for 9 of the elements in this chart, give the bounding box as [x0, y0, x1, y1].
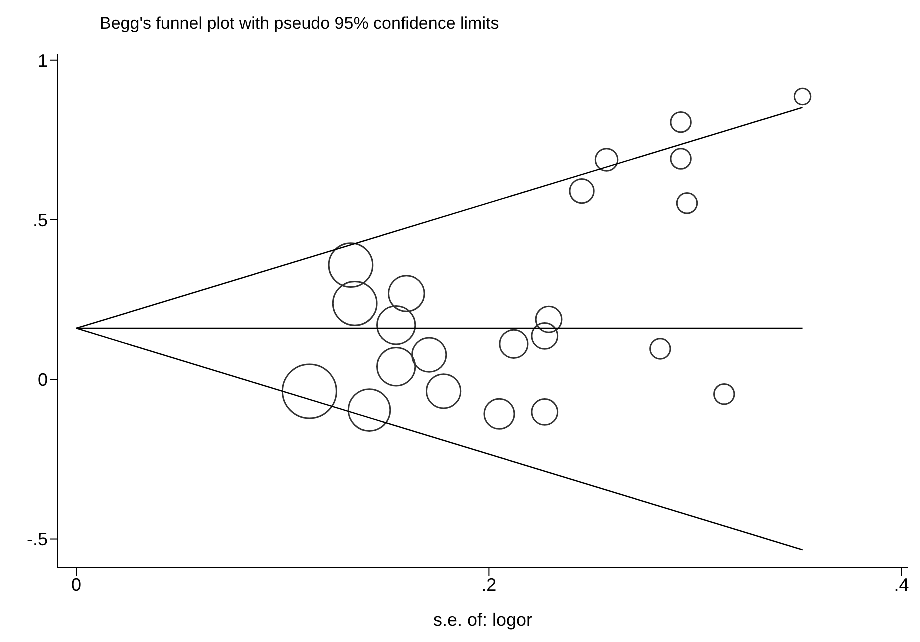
y-tick-label: 0	[38, 370, 48, 390]
chart-title: Begg's funnel plot with pseudo 95% confidence limits	[100, 14, 500, 34]
x-tick-label: .2	[482, 574, 497, 595]
x-axis-title: s.e. of: logor	[433, 610, 533, 630]
y-tick-label: 1	[38, 50, 48, 71]
y-tick-label: -.5	[26, 530, 48, 550]
x-tick-label: 0	[72, 574, 82, 595]
x-tick-label: .4	[894, 574, 910, 595]
y-tick-label: .5	[32, 210, 48, 230]
